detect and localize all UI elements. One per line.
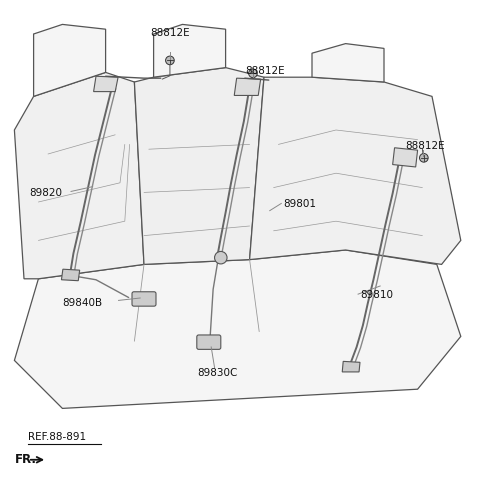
Text: REF.88-891: REF.88-891 [28, 431, 86, 441]
Text: 88812E: 88812E [245, 66, 285, 76]
Circle shape [420, 154, 428, 163]
Polygon shape [34, 26, 106, 97]
Text: 89810: 89810 [360, 290, 393, 300]
Text: 89840B: 89840B [62, 297, 103, 307]
Polygon shape [234, 79, 261, 96]
Text: 89830C: 89830C [197, 368, 237, 378]
FancyBboxPatch shape [197, 335, 221, 350]
Polygon shape [134, 69, 264, 265]
Polygon shape [61, 270, 80, 281]
Circle shape [166, 57, 174, 66]
Polygon shape [154, 26, 226, 78]
Circle shape [215, 252, 227, 265]
Text: 88812E: 88812E [151, 28, 190, 38]
Polygon shape [14, 250, 461, 409]
Circle shape [249, 70, 257, 79]
Polygon shape [312, 45, 384, 83]
Text: 89801: 89801 [283, 199, 316, 209]
Text: 89820: 89820 [29, 188, 62, 198]
Polygon shape [393, 148, 418, 168]
FancyBboxPatch shape [132, 292, 156, 307]
Polygon shape [250, 78, 461, 265]
Polygon shape [94, 77, 118, 92]
Text: 88812E: 88812E [406, 141, 445, 151]
Polygon shape [14, 73, 144, 279]
Text: FR.: FR. [14, 452, 36, 465]
Polygon shape [342, 362, 360, 372]
